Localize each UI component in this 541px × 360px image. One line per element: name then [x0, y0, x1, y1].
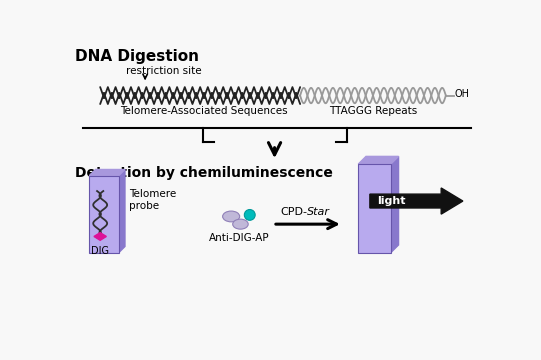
Text: TTAGGG Repeats: TTAGGG Repeats	[329, 106, 417, 116]
Polygon shape	[119, 170, 125, 253]
Text: OH: OH	[454, 89, 470, 99]
Circle shape	[245, 210, 255, 220]
Text: Anti-DIG-AP: Anti-DIG-AP	[209, 233, 270, 243]
Text: restriction site: restriction site	[126, 66, 201, 76]
FancyBboxPatch shape	[358, 164, 391, 253]
Text: light: light	[377, 196, 406, 206]
Text: Telomere-Associated Sequences: Telomere-Associated Sequences	[120, 106, 288, 116]
Text: Telomere
probe: Telomere probe	[129, 189, 176, 211]
Text: CPD-: CPD-	[280, 207, 307, 217]
Polygon shape	[94, 233, 107, 240]
Text: DIG: DIG	[91, 247, 109, 256]
Text: Star: Star	[307, 207, 330, 217]
FancyBboxPatch shape	[89, 176, 119, 253]
Text: DNA Digestion: DNA Digestion	[75, 49, 200, 64]
Ellipse shape	[233, 219, 248, 229]
Polygon shape	[89, 170, 125, 176]
Ellipse shape	[223, 211, 240, 222]
Polygon shape	[391, 156, 399, 253]
Polygon shape	[370, 188, 463, 214]
Text: Detection by chemiluminescence: Detection by chemiluminescence	[75, 166, 333, 180]
Polygon shape	[358, 156, 399, 164]
